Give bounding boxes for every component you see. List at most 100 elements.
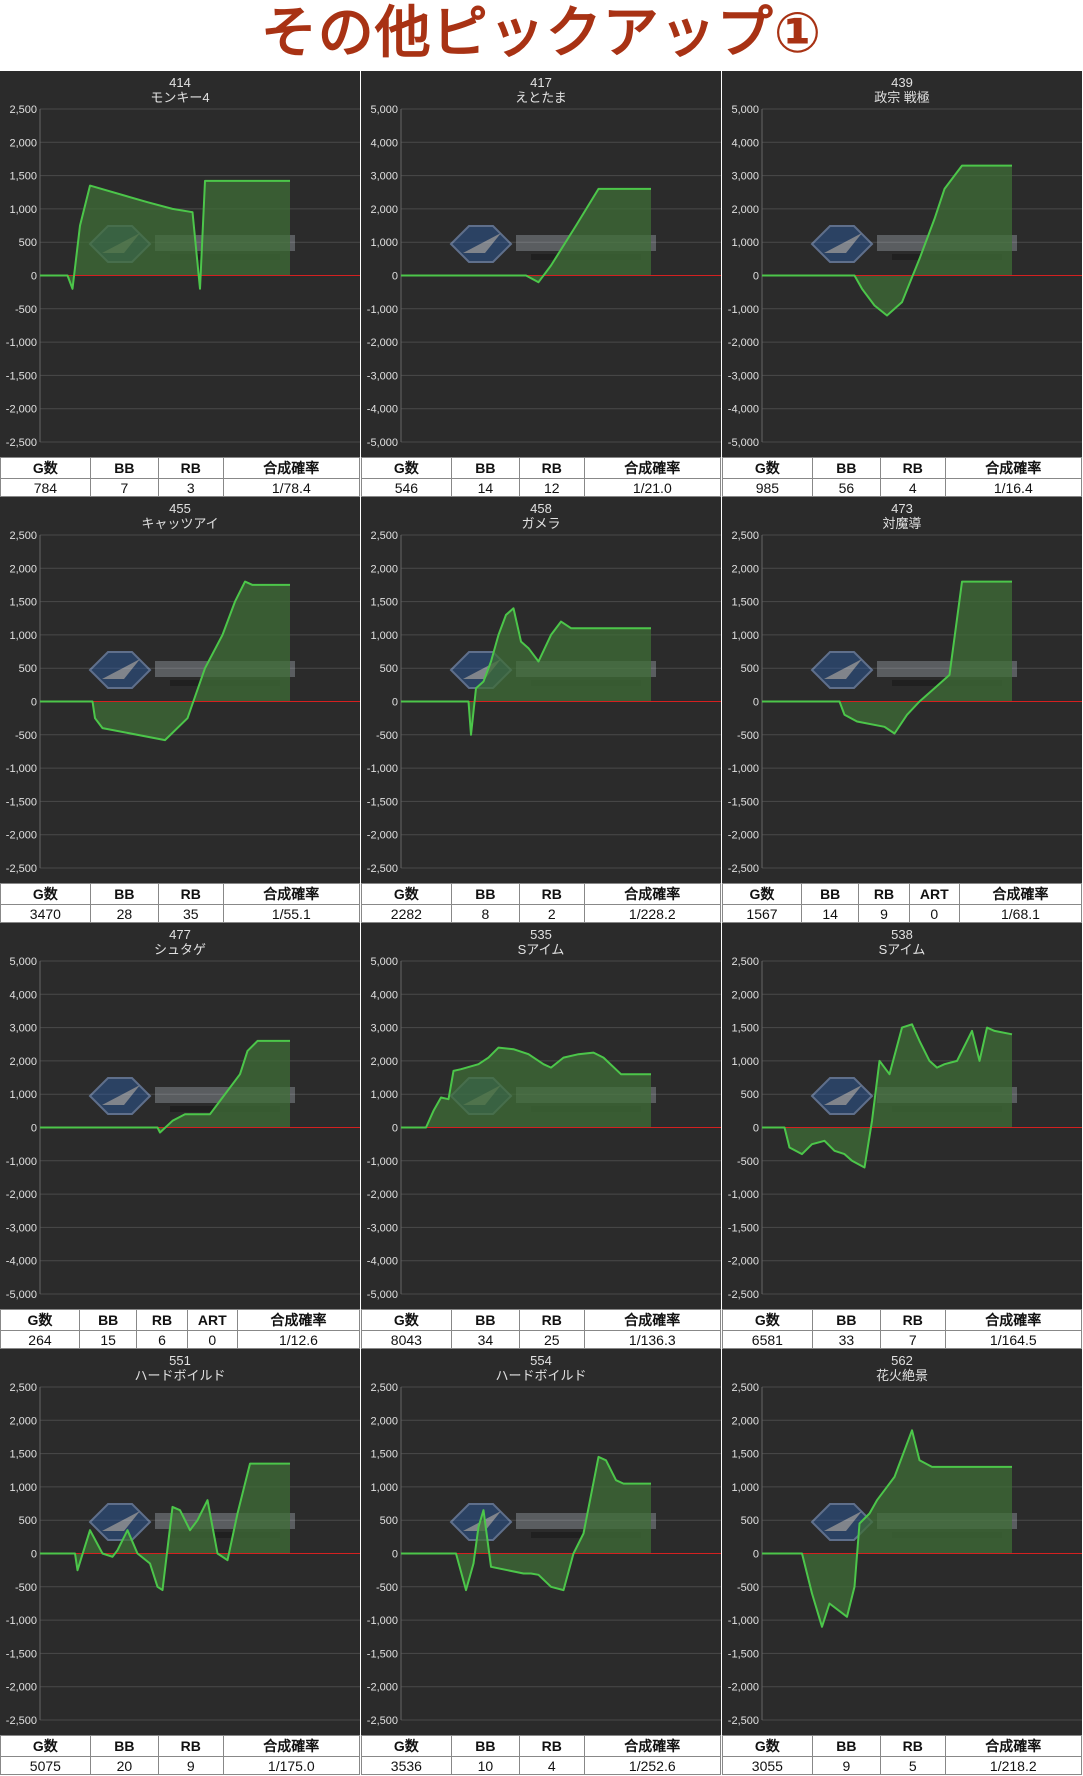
- y-tick-label: -4,000: [6, 1256, 37, 1268]
- stats-table: G数 BB RB 合成確率 546 14 12 1/21.0: [361, 457, 722, 497]
- chart-grid: 4 14 モンキー4 2,500 2,000 1,500 1,000 500 0 -500 -1,0…: [0, 71, 1083, 1776]
- y-tick-label: 3,000: [9, 1023, 37, 1035]
- machine-name: えとたま: [515, 90, 567, 105]
- y-tick-label: -500: [15, 304, 37, 316]
- machine-number: 417: [530, 75, 552, 90]
- machine-name: ガメラ: [521, 516, 560, 531]
- stats-value: 5075: [0, 1756, 91, 1775]
- stats-value: 9: [811, 1756, 881, 1775]
- stats-value: 33: [811, 1330, 881, 1349]
- chart-panel: 562 花火絶景 2,500 2,000 1,500 1,000 500 0 -500 -1,00…: [722, 1349, 1083, 1775]
- stats-value: 1/228.2: [583, 904, 722, 923]
- series-area: [762, 581, 1012, 734]
- y-tick-label: -500: [15, 730, 37, 742]
- stats-value: 1/218.2: [944, 1756, 1083, 1775]
- machine-number: 439: [891, 75, 913, 90]
- stats-table: G数 BB RB 合成確率 3536 10 4 1/252.6: [361, 1735, 722, 1775]
- y-tick-label: 2,500: [9, 530, 37, 542]
- y-tick-label: 3,000: [731, 171, 759, 183]
- y-tick-label: 500: [741, 1089, 759, 1101]
- stats-header: RB: [157, 883, 224, 905]
- stats-header: G数: [722, 883, 802, 905]
- series-line: [40, 580, 290, 742]
- stats-value: 7: [879, 1330, 946, 1349]
- y-tick-label: -1,500: [728, 796, 759, 808]
- series-area: [40, 1040, 290, 1133]
- y-tick-label: 0: [753, 271, 759, 283]
- y-tick-label: 0: [392, 697, 398, 709]
- y-tick-label: 1,500: [9, 171, 37, 183]
- stats-value: 784: [0, 478, 91, 497]
- stats-header: G数: [0, 883, 91, 905]
- y-tick-label: 2,000: [731, 1415, 759, 1427]
- stats-header: BB: [450, 457, 520, 479]
- y-tick-label: 1,000: [9, 1089, 37, 1101]
- y-tick-label: -2,500: [367, 863, 398, 875]
- stats-table: G数 BB RB ART 合成確率 264 15 6 0 1/12.6: [0, 1309, 361, 1349]
- series-line: [401, 607, 651, 736]
- stats-table: G数 BB RB ART 合成確率 1567 14 9 0 1/68.1: [722, 883, 1083, 923]
- machine-number: 458: [530, 501, 552, 516]
- y-tick-label: -1,000: [728, 304, 759, 316]
- stats-value: 20: [89, 1756, 159, 1775]
- stats-header: 合成確率: [944, 1735, 1083, 1757]
- y-tick-label: -1,500: [367, 796, 398, 808]
- stats-value: 56: [811, 478, 881, 497]
- chart-panel: 458 ガメラ 2,500 2,000 1,500 1,000 500 0 -500 -1,000…: [361, 497, 722, 923]
- y-tick-label: -2,000: [728, 830, 759, 842]
- y-tick-label: 2,500: [731, 1382, 759, 1394]
- y-tick-label: -500: [376, 1582, 398, 1594]
- machine-name: モンキー4: [150, 90, 209, 105]
- stats-value: 1/252.6: [583, 1756, 722, 1775]
- stats-value: 8: [450, 904, 520, 923]
- y-tick-label: 500: [380, 1515, 398, 1527]
- y-tick-label: -3,000: [728, 370, 759, 382]
- stats-value: 14: [800, 904, 860, 923]
- stats-header: RB: [157, 457, 224, 479]
- y-tick-label: 1,500: [731, 1449, 759, 1461]
- y-tick-label: -2,000: [728, 1256, 759, 1268]
- stats-value: 4: [879, 478, 946, 497]
- series-line: [40, 179, 290, 290]
- stats-value: 6: [136, 1330, 188, 1349]
- y-tick-label: 1,000: [370, 237, 398, 249]
- y-tick-label: -1,000: [6, 763, 37, 775]
- stats-header: G数: [0, 1735, 91, 1757]
- stats-header: G数: [361, 1735, 452, 1757]
- y-tick-label: 2,500: [731, 956, 759, 968]
- y-tick-label: -2,000: [367, 1189, 398, 1201]
- stats-header: BB: [78, 1309, 138, 1331]
- y-tick-label: -3,000: [367, 1222, 398, 1234]
- y-tick-label: 3,000: [370, 1023, 398, 1035]
- stats-table: G数 BB RB 合成確率 3470 28 35 1/55.1: [0, 883, 361, 923]
- chart-panel: 477 シュタゲ 5,000 4,000 3,000 2,000 1,000 0 -1,000 -…: [0, 923, 361, 1349]
- stats-header: BB: [800, 883, 860, 905]
- y-tick-label: -1,500: [6, 1648, 37, 1660]
- y-tick-label: 2,500: [370, 530, 398, 542]
- chart-panel: 554 ハードボイルド 2,500 2,000 1,500 1,000 500 0 -500 -1…: [361, 1349, 722, 1775]
- stats-header: RB: [518, 1309, 585, 1331]
- stats-header: ART: [186, 1309, 238, 1331]
- y-tick-label: 0: [753, 1549, 759, 1561]
- stats-value: 1/164.5: [944, 1330, 1083, 1349]
- y-tick-label: 2,000: [370, 563, 398, 575]
- y-tick-label: -2,000: [367, 337, 398, 349]
- stats-value: 28: [89, 904, 159, 923]
- y-tick-label: -2,500: [728, 1289, 759, 1301]
- machine-number: 477: [169, 927, 191, 942]
- stats-value: 34: [450, 1330, 520, 1349]
- machine-number: 551: [169, 1353, 191, 1368]
- stats-header: 合成確率: [944, 1309, 1083, 1331]
- y-tick-label: 500: [741, 663, 759, 675]
- y-tick-label: 4,000: [370, 989, 398, 1001]
- stats-header: G数: [722, 1735, 813, 1757]
- y-tick-label: -2,500: [728, 1715, 759, 1727]
- y-tick-label: -1,500: [6, 796, 37, 808]
- y-tick-label: 2,000: [731, 989, 759, 1001]
- y-tick-label: -2,000: [6, 1189, 37, 1201]
- y-tick-label: -2,500: [728, 863, 759, 875]
